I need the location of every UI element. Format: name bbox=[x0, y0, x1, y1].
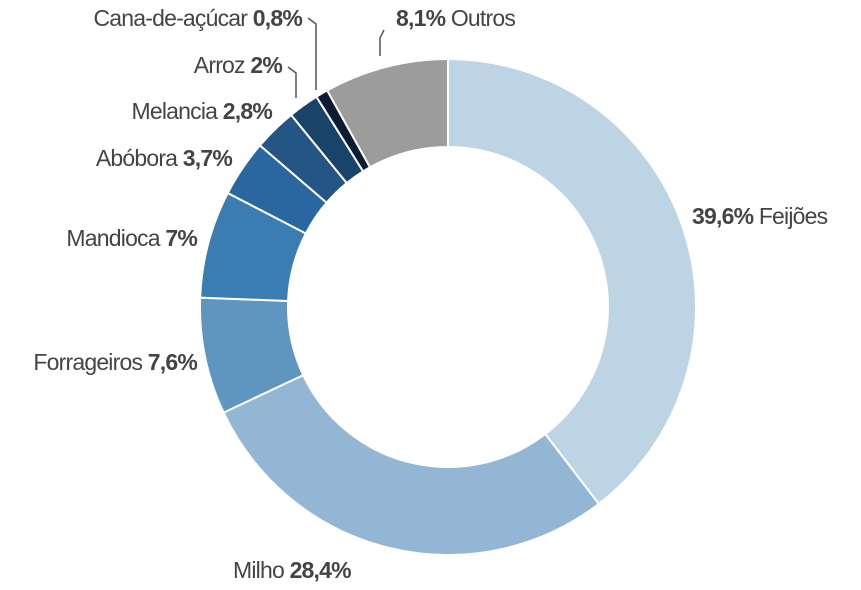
value-label: 3,7% bbox=[183, 145, 233, 171]
leader-line bbox=[287, 66, 297, 98]
donut-slice bbox=[222, 373, 601, 556]
category-label: Outros bbox=[451, 5, 516, 31]
category-label: Mandioca bbox=[66, 225, 160, 251]
slice-label: 8,1% Outros bbox=[396, 5, 515, 31]
value-label: 2% bbox=[250, 52, 282, 78]
value-label: 7% bbox=[165, 225, 197, 251]
value-label: 8,1% bbox=[396, 5, 446, 31]
slice-label: Milho 28,4% bbox=[233, 557, 351, 583]
value-label: 7,6% bbox=[148, 349, 198, 375]
slice-label: 39,6% Feijões bbox=[692, 203, 828, 229]
slice-label: Mandioca 7% bbox=[66, 225, 197, 251]
donut-slice bbox=[325, 57, 449, 169]
value-label: 39,6% bbox=[692, 203, 754, 229]
category-label: Feijões bbox=[759, 203, 828, 229]
category-label: Milho bbox=[233, 557, 284, 583]
category-label: Cana-de-açúcar bbox=[93, 5, 248, 31]
leader-line bbox=[379, 29, 385, 56]
category-label: Arroz bbox=[194, 52, 245, 78]
slice-label: Forrageiros 7,6% bbox=[33, 349, 197, 375]
slice-label: Abóbora 3,7% bbox=[96, 145, 233, 171]
category-label: Forrageiros bbox=[33, 349, 142, 375]
slice-label: Melancia 2,8% bbox=[132, 98, 273, 124]
category-label: Melancia bbox=[132, 98, 219, 124]
value-label: 28,4% bbox=[290, 557, 352, 583]
value-label: 0,8% bbox=[253, 5, 303, 31]
category-label: Abóbora bbox=[96, 145, 178, 171]
donut-slice bbox=[447, 57, 697, 506]
slice-label: Cana-de-açúcar 0,8% bbox=[93, 5, 302, 31]
value-label: 2,8% bbox=[223, 98, 273, 124]
leader-line bbox=[307, 17, 317, 90]
slice-label: Arroz 2% bbox=[194, 52, 283, 78]
